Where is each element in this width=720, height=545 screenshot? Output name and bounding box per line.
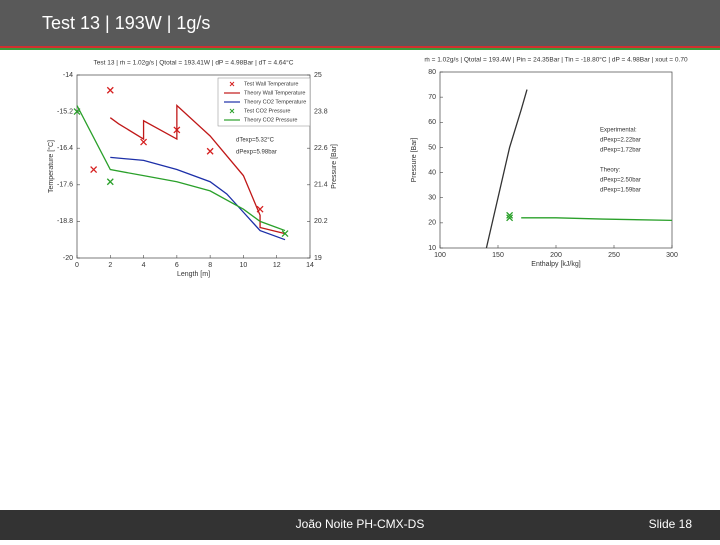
y-axis-label: Pressure [Bar] <box>411 138 418 183</box>
y-tick-label: -15.2 <box>57 108 73 115</box>
annotation: Theory: <box>600 168 621 174</box>
y-tick-label: 80 <box>428 69 436 76</box>
x-tick-label: 0 <box>75 262 79 269</box>
y-axis-label: Temperature [°C] <box>47 140 55 193</box>
annotation: Experimental: <box>600 128 637 134</box>
legend-label: Test Wall Temperature <box>244 81 298 87</box>
y2-tick-label: 21.4 <box>314 182 328 189</box>
footer-bar <box>0 510 720 540</box>
x-tick-label: 8 <box>208 262 212 269</box>
legend-label: Theory CO2 Temperature <box>244 99 306 105</box>
x-tick-label: 2 <box>108 262 112 269</box>
data-point <box>506 211 514 219</box>
y-tick-label: 30 <box>428 195 436 202</box>
x-tick-label: 300 <box>666 252 678 259</box>
chart-title: Test 13 | ṁ = 1.02g/s | Qtotal = 193.41W… <box>94 59 294 67</box>
annotation: dPexp=1.59bar <box>600 188 641 194</box>
header-stripe <box>0 46 720 48</box>
x-tick-label: 14 <box>306 262 314 269</box>
data-line <box>485 89 528 249</box>
legend-label: Test CO2 Pressure <box>244 108 290 114</box>
x-tick-label: 4 <box>142 262 146 269</box>
x-axis-label: Enthalpy [kJ/kg] <box>531 261 580 268</box>
data-point <box>506 214 514 222</box>
annotation: dPexp=2.22bar <box>600 138 641 144</box>
data-point <box>281 230 289 238</box>
data-point <box>206 147 214 155</box>
data-point <box>140 138 148 146</box>
y-tick-label: -20 <box>63 255 73 262</box>
x-axis-label: Length [m] <box>177 271 210 278</box>
y-tick-label: -18.8 <box>57 218 73 225</box>
y-tick-label: -14 <box>63 72 73 79</box>
y2-tick-label: 25 <box>314 72 322 79</box>
header-stripe <box>0 48 720 50</box>
annotation: dPexp=2.50bar <box>600 178 641 184</box>
x-tick-label: 200 <box>550 252 562 259</box>
legend-marker <box>229 81 235 87</box>
y-tick-label: 50 <box>428 144 436 151</box>
footer-author: João Noite PH-CMX-DS <box>296 517 425 531</box>
x-tick-label: 100 <box>434 252 446 259</box>
header-bar <box>0 0 720 46</box>
slide-title: Test 13 | 193W | 1g/s <box>42 13 210 33</box>
data-point <box>106 86 114 94</box>
annotation: dPexp=5.98bar <box>236 150 277 156</box>
plot-area <box>76 74 311 259</box>
legend-marker <box>229 108 235 114</box>
y2-tick-label: 19 <box>314 255 322 262</box>
legend-label: Theory Wall Temperature <box>244 90 305 96</box>
y2-tick-label: 23.8 <box>314 108 328 115</box>
y-tick-label: 70 <box>428 94 436 101</box>
y2-tick-label: 22.6 <box>314 145 328 152</box>
plot-area <box>439 71 673 249</box>
x-tick-label: 250 <box>608 252 620 259</box>
y-tick-label: 10 <box>428 245 436 252</box>
y-tick-label: -17.6 <box>57 182 73 189</box>
data-line <box>76 105 286 232</box>
y2-axis-label: Pressure [Bar] <box>331 144 338 189</box>
data-line <box>521 217 673 221</box>
data-point <box>90 166 98 174</box>
legend-label: Theory CO2 Pressure <box>244 117 298 123</box>
data-line <box>110 156 286 241</box>
x-tick-label: 6 <box>175 262 179 269</box>
x-tick-label: 150 <box>492 252 504 259</box>
y-tick-label: 40 <box>428 169 436 176</box>
slide-number: Slide 18 <box>649 517 693 531</box>
annotation: dTexp=5.32°C <box>236 138 275 144</box>
y-tick-label: 60 <box>428 119 436 126</box>
y2-tick-label: 20.2 <box>314 218 328 225</box>
chart-title: ṁ = 1.02g/s | Qtotal = 193.4W | Pin = 24… <box>424 56 688 64</box>
data-point <box>106 178 114 186</box>
annotation: dPexp=1.72bar <box>600 148 641 154</box>
y-tick-label: 20 <box>428 220 436 227</box>
x-tick-label: 12 <box>273 262 281 269</box>
data-line <box>109 104 286 235</box>
x-tick-label: 10 <box>240 262 248 269</box>
y-tick-label: -16.4 <box>57 145 73 152</box>
